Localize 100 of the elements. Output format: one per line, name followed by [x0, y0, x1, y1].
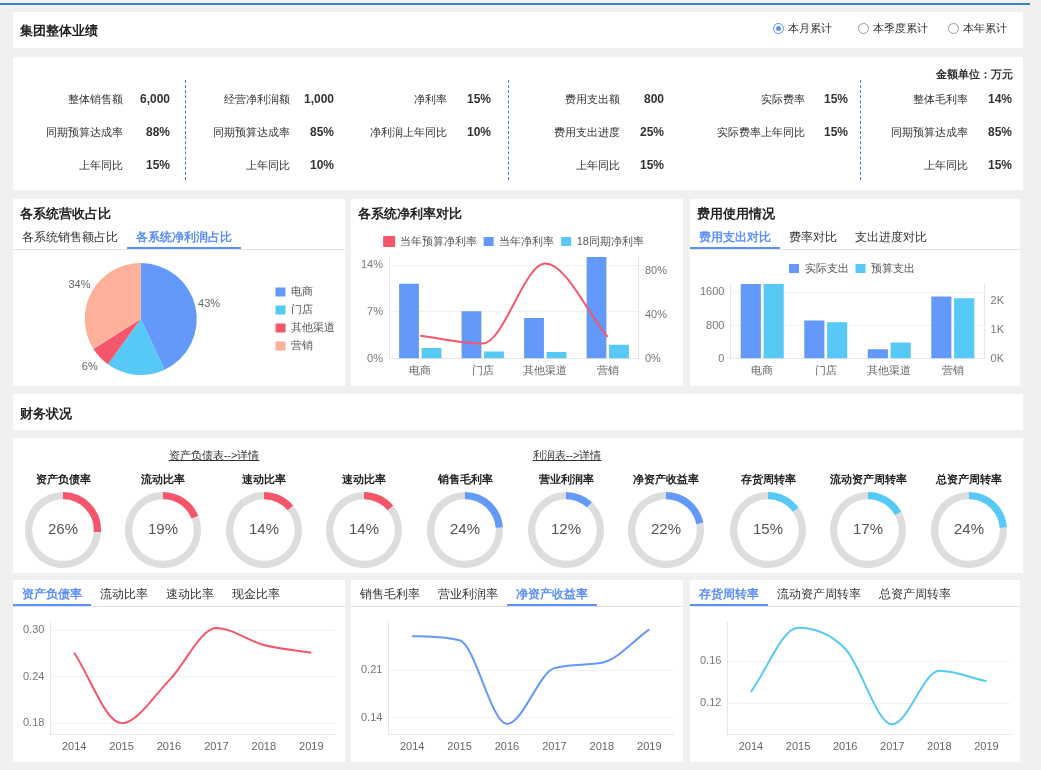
category-label: 上年同比 — [246, 158, 290, 173]
text: 15% — [145, 158, 170, 172]
bar — [484, 351, 504, 359]
chart-title: 流动比率 — [140, 472, 186, 487]
text: 88% — [145, 125, 170, 139]
text: 1,000 — [303, 92, 334, 106]
bar — [609, 344, 629, 359]
line-series — [73, 627, 313, 725]
chart-title: 流动资产周转率 — [828, 472, 908, 487]
bar — [524, 317, 544, 359]
data-label: 15% — [752, 520, 784, 538]
x-tick-label: 门店 — [814, 364, 837, 377]
text: 800 — [643, 92, 664, 106]
category-label: 实际费率上年同比 — [717, 125, 805, 140]
legend-label: 营销 — [291, 339, 313, 352]
chart-title: 营业利润率 — [537, 472, 595, 487]
text: 流动比率 — [99, 586, 149, 603]
x-tick-label: 2018 — [589, 740, 615, 753]
y2-tick-label: 80% — [644, 264, 668, 277]
y-tick-label: 0% — [367, 351, 384, 364]
text: 15% — [466, 92, 491, 106]
chart-title: 销售毛利率 — [436, 472, 494, 487]
legend-label: 实际支出 — [804, 261, 849, 274]
category-label: 上年同比 — [924, 158, 968, 173]
category-label: 整体销售额 — [68, 92, 123, 107]
x-tick-label: 其他渠道 — [523, 364, 568, 377]
category-label: 同期预算达成率 — [891, 125, 968, 140]
x-tick-label: 2017 — [204, 740, 229, 753]
data-label: 22% — [650, 520, 682, 538]
text: 各系统净利润占比 — [127, 228, 241, 249]
line-series — [419, 262, 609, 345]
x-tick-label: 2019 — [637, 740, 662, 753]
legend-label: 18同期净利率 — [576, 234, 644, 247]
legend-label: 当年预算净利率 — [399, 234, 477, 247]
y-tick-label: 0.14 — [360, 710, 383, 723]
x-tick-label: 2017 — [542, 740, 567, 753]
text: 15% — [823, 125, 848, 139]
x-tick-label: 营销 — [941, 364, 964, 377]
x-tick-label: 2018 — [927, 740, 952, 753]
bar — [827, 322, 848, 359]
x-tick-label: 电商 — [751, 364, 774, 377]
text: 流动资产周转率 — [776, 586, 862, 603]
y-tick-label: 0.30 — [22, 623, 45, 636]
legend-label: 其他渠道 — [291, 321, 335, 334]
x-tick-label: 2016 — [494, 740, 520, 753]
category-label: 同期预算达成率 — [46, 125, 123, 140]
legend-label: 门店 — [291, 303, 313, 316]
data-label: 34% — [68, 278, 91, 291]
chart-title: 资产负债率 — [34, 472, 92, 487]
y-tick-label: 0.24 — [22, 669, 45, 682]
text: 支出进度对比 — [854, 229, 928, 246]
legend-label: 预算支出 — [871, 261, 915, 274]
data-label: 6% — [81, 359, 98, 372]
category-label: 净利率 — [414, 92, 447, 107]
bar — [461, 311, 482, 359]
text: 利润表-->详情 — [532, 448, 602, 463]
text: 速动比率 — [165, 586, 215, 603]
chart-title: 净资产收益率 — [632, 472, 700, 487]
x-tick-label: 电商 — [409, 364, 432, 377]
bar — [421, 348, 442, 359]
bar — [763, 284, 784, 359]
text: 14% — [987, 92, 1012, 106]
category-label: 整体毛利率 — [913, 92, 968, 107]
x-tick-label: 2019 — [974, 740, 999, 753]
bar — [399, 283, 419, 359]
text: 25% — [639, 125, 664, 139]
text: 存货周转率 — [690, 585, 768, 606]
x-tick-label: 2016 — [832, 740, 858, 753]
text: 营业利润率 — [437, 586, 499, 603]
x-tick-label: 门店 — [471, 364, 494, 377]
text: 财务状况 — [20, 405, 72, 423]
text: 总资产周转率 — [878, 586, 952, 603]
line-series — [411, 628, 651, 725]
category-label: 同期预算达成率 — [213, 125, 290, 140]
data-label: 12% — [550, 520, 582, 538]
line-series — [749, 626, 988, 726]
y-tick-label: 0.21 — [360, 663, 383, 676]
bar — [586, 257, 607, 359]
x-tick-label: 2019 — [299, 740, 324, 753]
legend-label: 电商 — [291, 285, 313, 298]
text: 10% — [309, 158, 334, 172]
text: 本季度累计 — [873, 21, 928, 36]
x-tick-label: 2015 — [447, 740, 472, 753]
text: 各系统销售额占比 — [21, 229, 119, 246]
y2-tick-label: 40% — [644, 308, 668, 321]
x-tick-label: 2015 — [785, 740, 811, 753]
chart-title: 速动比率 — [341, 472, 387, 487]
chart-title: 费用使用情况 — [697, 205, 775, 223]
x-tick-label: 营销 — [596, 364, 619, 377]
y2-tick-label: 0K — [990, 351, 1005, 364]
chart-title: 各系统营收占比 — [20, 205, 111, 223]
y-tick-label: 0.18 — [22, 716, 45, 729]
category-label: 实际费率 — [761, 92, 805, 107]
category-label: 净利润上年同比 — [370, 125, 447, 140]
y2-tick-label: 2K — [990, 293, 1005, 306]
x-tick-label: 2017 — [880, 740, 905, 753]
text: 本月累计 — [788, 21, 832, 36]
text: 15% — [639, 158, 664, 172]
text: 净资产收益率 — [507, 585, 597, 606]
data-label: 14% — [248, 520, 280, 538]
